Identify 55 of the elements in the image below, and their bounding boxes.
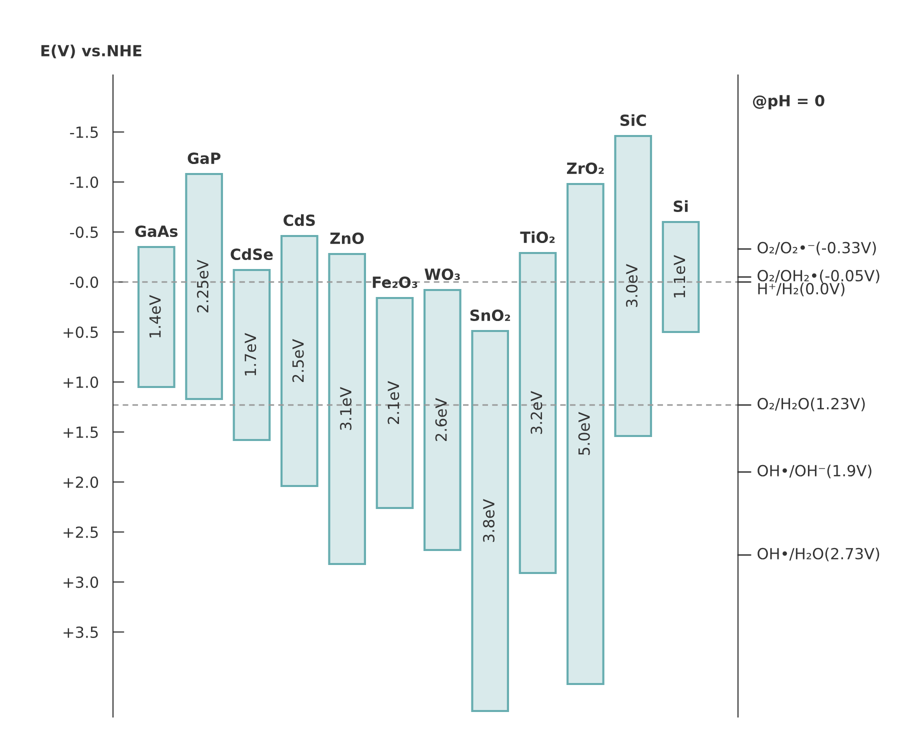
- ref-line-label: OH•/H₂O(2.73V): [758, 548, 880, 562]
- y-tick-label: +2.0: [64, 476, 98, 488]
- y-tick-label: -1.0: [70, 176, 98, 188]
- bar: [280, 234, 318, 488]
- bar: [614, 134, 652, 438]
- bar: [232, 268, 271, 442]
- bar: [471, 330, 510, 712]
- y-tick-label: +3.0: [64, 576, 98, 588]
- x-tick-label: ZrO₂: [566, 162, 604, 174]
- data-label: 2.6eV: [435, 398, 447, 441]
- x-tick-label: Si: [674, 200, 688, 212]
- data-label: 5.0eV: [578, 412, 590, 455]
- x-tick-label: CdS: [284, 214, 315, 226]
- data-label: 3.8eV: [482, 499, 495, 542]
- x-tick-label: Fe₂O₃: [372, 276, 418, 288]
- data-label: 2.1eV: [388, 381, 400, 424]
- bar: [185, 172, 223, 400]
- bar: [566, 182, 604, 686]
- ref-line-label: O₂/OH₂•(-0.05V): [758, 270, 880, 284]
- data-label: 2.5eV: [292, 339, 304, 382]
- y-tick-label: -0.0: [70, 276, 98, 288]
- x-tick-label: WO₃: [424, 268, 460, 280]
- ref-line-label: O₂/O₂•⁻(-0.33V): [758, 242, 876, 256]
- data-label: 2.25eV: [196, 260, 208, 312]
- data-label: 1.7eV: [244, 333, 256, 376]
- data-label: 3.1eV: [340, 387, 352, 430]
- data-label: 3.2eV: [530, 391, 542, 434]
- bar: [328, 252, 366, 566]
- y-tick-label: -0.5: [70, 226, 98, 238]
- x-tick-label: ZnO: [330, 232, 364, 244]
- text: @pH = 0: [753, 94, 824, 110]
- x-tick-label: CdSe: [230, 248, 273, 260]
- bar: [376, 296, 414, 510]
- data-label: 3.0eV: [626, 264, 638, 307]
- x-tick-label: GaAs: [135, 225, 178, 238]
- y-tick-label: +2.5: [64, 526, 98, 538]
- x-tick-label: GaP: [188, 152, 220, 164]
- bar: [424, 288, 462, 552]
- x-tick-label: SnO₂: [470, 309, 510, 322]
- data-label: 1.1eV: [674, 255, 686, 298]
- y-tick-label: -1.5: [70, 126, 98, 138]
- ref-line-label: OH•/OH⁻(1.9V): [758, 464, 872, 478]
- ref-line-label: H⁺/H₂(0.0V): [758, 282, 844, 296]
- bar: [137, 246, 176, 388]
- y-tick-label: +3.5: [64, 626, 98, 638]
- y-axis-title: E(V) vs.NHE: [41, 44, 142, 58]
- bar: [518, 252, 557, 574]
- y-tick-label: +1.0: [64, 376, 98, 388]
- data-label: 1.4eV: [149, 295, 161, 338]
- ref-line-label: O₂/H₂O(1.23V): [758, 398, 865, 412]
- y-tick-label: +0.5: [64, 326, 98, 338]
- x-tick-label: TiO₂: [520, 231, 555, 244]
- x-tick-label: SiC: [620, 114, 646, 126]
- bar: [662, 220, 700, 334]
- y-tick-label: +1.5: [64, 426, 98, 438]
